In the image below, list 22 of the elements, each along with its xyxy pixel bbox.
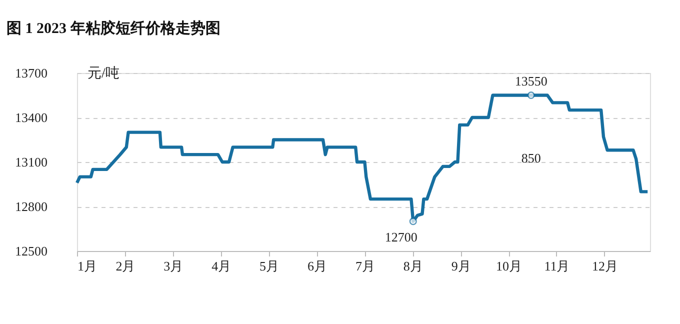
annotation: 12700 (384, 229, 418, 244)
x-tick-label: 9月 (451, 258, 471, 274)
x-tick-label: 10月 (496, 258, 522, 274)
x-tick-label: 4月 (212, 258, 232, 274)
y-tick-label: 13700 (15, 66, 48, 80)
x-tick-label: 11月 (544, 258, 570, 274)
y-tick-label: 13400 (15, 110, 48, 125)
x-tick-label: 2月 (116, 258, 136, 274)
x-tick-label: 12月 (592, 258, 618, 274)
annotation: 13550 (514, 73, 548, 88)
x-tick-label: 3月 (164, 258, 184, 274)
x-tick-label: 7月 (355, 258, 375, 274)
x-tick-label: 5月 (260, 258, 280, 274)
y-axis-title: 元/吨 (88, 66, 120, 82)
y-tick-label: 12800 (15, 199, 48, 214)
annotation: 850 (521, 150, 541, 166)
x-tick-label: 8月 (403, 258, 423, 274)
chart-title: 图 1 2023 年粘胶短纤价格走势图 (6, 19, 220, 37)
y-tick-label: 13100 (15, 154, 48, 170)
x-tick-label: 1月 (78, 258, 97, 274)
x-tick-label: 6月 (308, 258, 327, 274)
y-tick-label: 12500 (15, 244, 48, 258)
